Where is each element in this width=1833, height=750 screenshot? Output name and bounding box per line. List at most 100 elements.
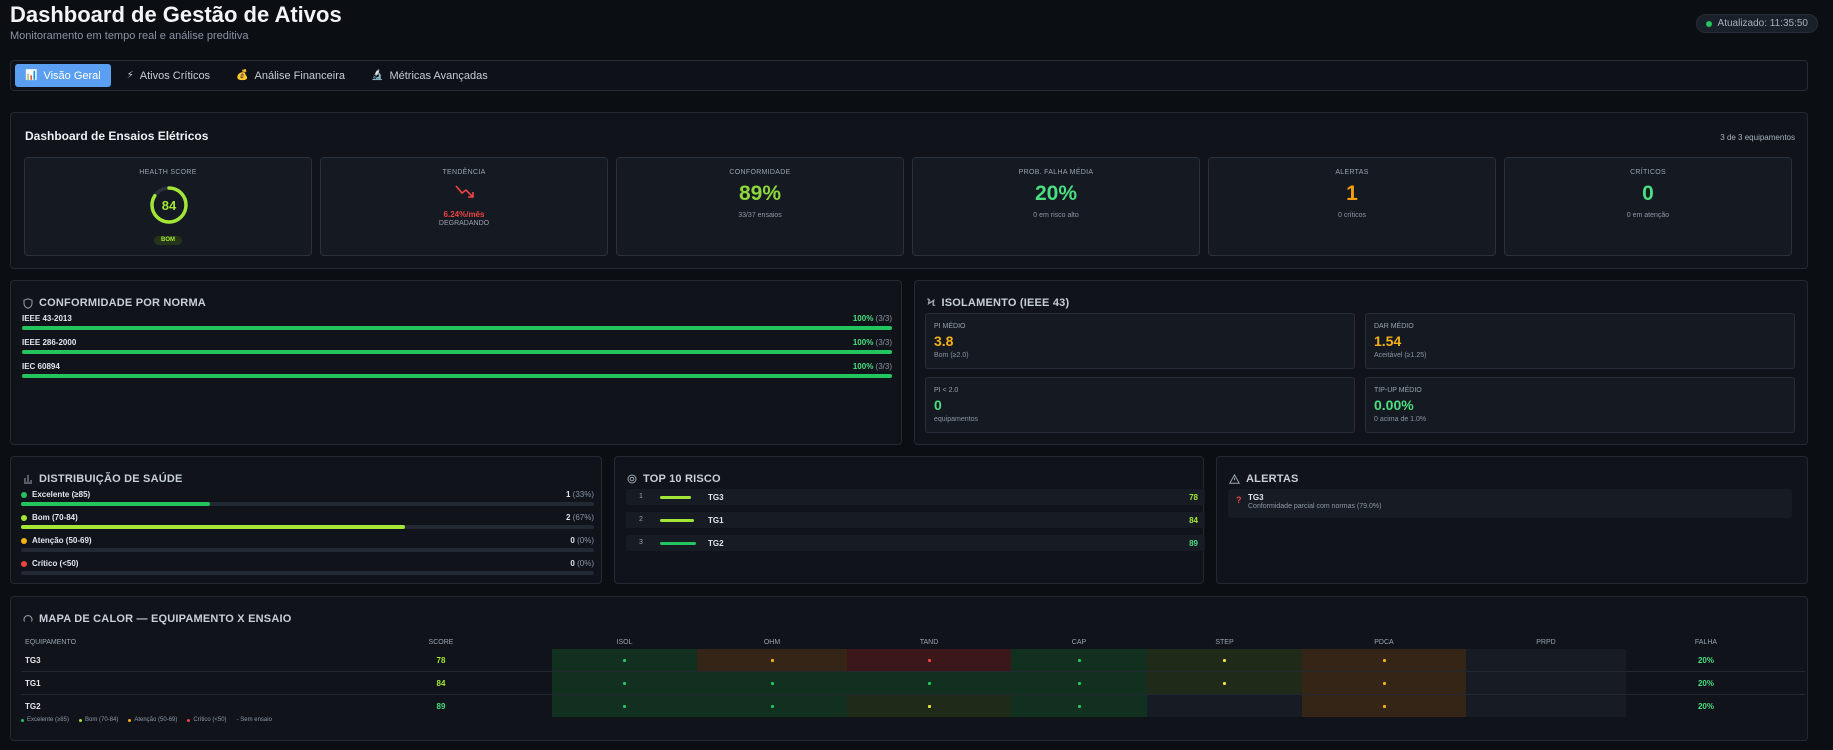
heatmap-cell[interactable]: [1147, 672, 1302, 694]
tab-label: Visão Geral: [43, 69, 101, 82]
tab-metricas-avancadas[interactable]: 🔬 Métricas Avançadas: [361, 64, 498, 87]
heatmap-cell[interactable]: [847, 672, 1011, 694]
heatmap-cell[interactable]: [1302, 695, 1466, 717]
column-header: STEP: [1215, 638, 1234, 646]
alertas-title-text: ALERTAS: [1246, 473, 1299, 485]
dist-name: Atenção (50-69): [32, 536, 92, 545]
kpi-criticos: CRÍTICOS 0 0 em atenção: [1504, 157, 1792, 256]
question-icon: ?: [1236, 495, 1242, 505]
equipment-name: TG2: [25, 701, 41, 711]
heatmap-cell[interactable]: [1147, 649, 1302, 671]
microscope-icon: 🔬: [371, 70, 384, 81]
risk-row[interactable]: 1 TG3 78: [626, 489, 1205, 505]
heatmap-cell[interactable]: [1466, 695, 1626, 717]
legend-dot-icon: [21, 560, 27, 567]
tab-ativos-criticos[interactable]: ⚡ Ativos Críticos: [117, 64, 220, 87]
iso-tipup-card: TIP-UP MÉDIO 0.00% 0 acima de 1.0%: [1365, 377, 1795, 433]
heatmap-legend: Excelente (≥85) Bom (70-84) Atenção (50-69…: [21, 717, 272, 723]
norm-value: 100% (3/3): [852, 314, 892, 323]
risk-row[interactable]: 3 TG2 89: [626, 535, 1205, 551]
status-marker-icon: [1077, 658, 1081, 662]
isolamento-title: ϟ ISOLAMENTO (IEEE 43): [927, 297, 1069, 309]
heatmap-cell[interactable]: [697, 672, 847, 694]
iso-sub: Bom (≥2.0): [934, 352, 969, 359]
iso-label: DAR MÉDIO: [1374, 323, 1414, 330]
alert-desc: Conformidade parcial com normas (79.0%): [1248, 503, 1382, 510]
risk-bar: [660, 496, 691, 499]
dist-bar: [21, 502, 211, 506]
lightning-icon: ⚡: [126, 70, 134, 81]
status-marker-icon: [927, 704, 931, 708]
warning-icon: [1229, 474, 1240, 484]
table-row[interactable]: TG1 84 20%: [21, 672, 1805, 694]
updated-badge: Atualizado: 11:35:50: [1695, 14, 1818, 33]
heatmap-cell[interactable]: [1011, 672, 1147, 694]
status-marker-icon: [1382, 681, 1386, 685]
heatmap-cell[interactable]: [552, 695, 697, 717]
kpi-label: CONFORMIDADE: [729, 169, 791, 176]
heatmap-cell[interactable]: [1466, 649, 1626, 671]
alert-title: TG3: [1248, 493, 1264, 502]
dist-value: 0 (0%): [570, 559, 594, 568]
heatmap-title: MAPA DE CALOR — EQUIPAMENTO X ENSAIO: [23, 613, 291, 625]
dist-row: Crítico (<50) 0 (0%): [21, 559, 594, 575]
legend-dot-icon: [21, 491, 27, 498]
heatmap-cell[interactable]: [847, 649, 1011, 671]
ensaios-panel: Dashboard de Ensaios Elétricos 3 de 3 eq…: [10, 112, 1808, 269]
dist-value: 2 (67%): [565, 513, 594, 522]
column-header: PDCA: [1374, 638, 1394, 646]
equipment-score: 84: [436, 678, 446, 688]
alert-item[interactable]: ? TG3 Conformidade parcial com normas (7…: [1228, 489, 1792, 518]
risk-bar: [660, 519, 694, 522]
legend-item: Excelente (≥85): [21, 717, 69, 723]
page-subtitle: Monitoramento em tempo real e análise pr…: [10, 30, 249, 42]
status-marker-icon: [1545, 705, 1548, 708]
legend-dot-icon: [21, 514, 27, 521]
iso-sub: 0 acima de 1.0%: [1374, 416, 1427, 423]
heatmap-cell[interactable]: [697, 695, 847, 717]
kpi-trend: TENDÊNCIA 6.24%/mês DEGRADANDO: [320, 157, 608, 256]
tab-visao-geral[interactable]: 📊 Visão Geral: [15, 64, 111, 87]
heatmap-cell[interactable]: [847, 695, 1011, 717]
status-marker-icon: [623, 658, 626, 662]
alertas-panel: ALERTAS ? TG3 Conformidade parcial com n…: [1216, 456, 1808, 584]
heatmap-cell[interactable]: [552, 649, 697, 671]
heatmap-cell[interactable]: [1011, 695, 1147, 717]
top10-title-text: TOP 10 RISCO: [643, 473, 721, 485]
tab-analise-financeira[interactable]: 💰 Análise Financeira: [226, 64, 355, 87]
heatmap-cell[interactable]: [1011, 649, 1147, 671]
health-gauge: [150, 186, 188, 224]
status-marker-icon: [1223, 658, 1226, 662]
page-title: Dashboard de Gestão de Ativos: [10, 2, 342, 27]
status-marker-icon: [1223, 681, 1226, 685]
tab-bar: 📊 Visão Geral ⚡ Ativos Críticos 💰 Anális…: [10, 60, 1808, 91]
failure-prob: 20%: [1697, 655, 1714, 665]
heatmap-cell[interactable]: [1466, 672, 1626, 694]
risk-rank: 2: [639, 516, 643, 523]
iso-pi-card: PI MÉDIO 3.8 Bom (≥2.0): [925, 313, 1355, 369]
dist-row: Excelente (≥85) 1 (33%): [21, 490, 594, 506]
column-header: ISOL: [616, 638, 633, 646]
heatmap-cell[interactable]: [552, 672, 697, 694]
risk-row[interactable]: 2 TG1 84: [626, 512, 1205, 528]
norm-name: IEEE 286-2000: [22, 338, 77, 347]
tab-label: Análise Financeira: [254, 69, 346, 82]
status-marker-icon: [770, 681, 774, 685]
equipment-name: TG3: [25, 655, 41, 665]
heatmap-cell[interactable]: [1302, 672, 1466, 694]
table-row[interactable]: TG3 78 20%: [21, 649, 1805, 671]
dist-name: Crítico (<50): [32, 559, 79, 568]
heatmap-cell[interactable]: [697, 649, 847, 671]
status-marker-icon: [1545, 682, 1548, 685]
kpi-label: CRÍTICOS: [1630, 169, 1666, 176]
heatmap-cell[interactable]: [1147, 695, 1302, 717]
heatmap-cell[interactable]: [1302, 649, 1466, 671]
iso-value: 1.54: [1374, 333, 1402, 349]
status-dot-icon: [1705, 20, 1712, 27]
criticos-sub: 0 em atenção: [1626, 212, 1670, 219]
table-row[interactable]: TG2 89 20%: [21, 695, 1805, 717]
risk-name: TG3: [708, 493, 724, 502]
bar-chart-icon: [24, 475, 32, 484]
conformidade-sub: 33/37 ensaios: [738, 212, 782, 219]
alertas-value: 1: [1346, 182, 1358, 205]
